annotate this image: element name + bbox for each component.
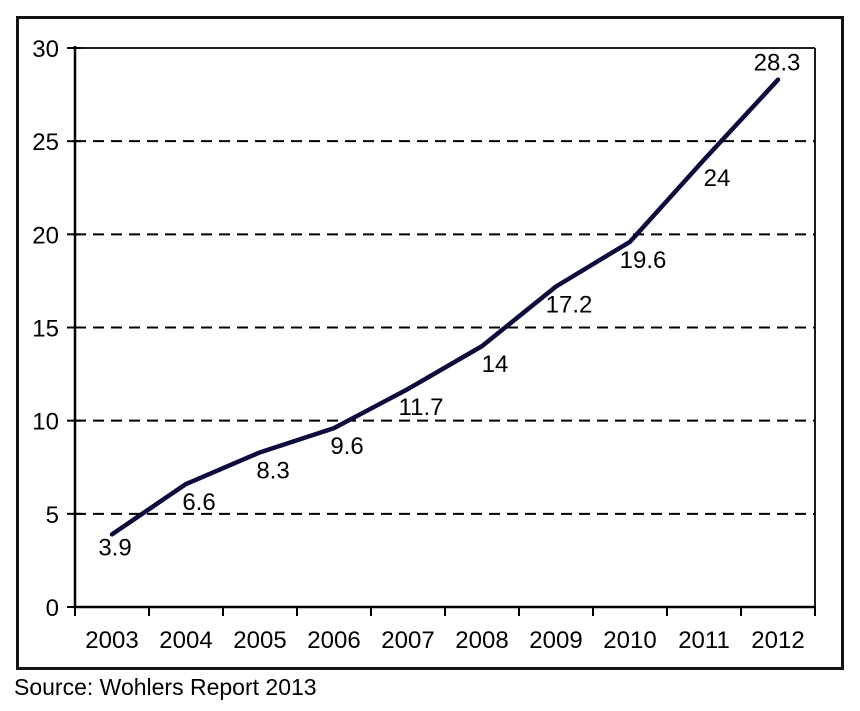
y-tick-label: 15 bbox=[32, 316, 59, 343]
x-tick-label: 2006 bbox=[307, 627, 360, 654]
x-tick-label: 2008 bbox=[455, 627, 508, 654]
x-tick-label: 2003 bbox=[85, 627, 138, 654]
y-tick-label: 5 bbox=[46, 502, 59, 529]
x-tick-label: 2009 bbox=[529, 627, 582, 654]
y-tick-label: 30 bbox=[32, 36, 59, 63]
x-tick-label: 2010 bbox=[603, 627, 656, 654]
data-line bbox=[109, 77, 781, 537]
data-point-label: 17.2 bbox=[546, 292, 593, 319]
figure-border bbox=[16, 16, 844, 670]
x-tick-label: 2011 bbox=[678, 627, 730, 654]
y-tick-label: 20 bbox=[32, 222, 59, 249]
y-tick-label: 25 bbox=[32, 129, 59, 156]
data-point-label: 28.3 bbox=[754, 50, 801, 77]
data-point-label: 3.9 bbox=[98, 534, 131, 561]
data-point-label: 19.6 bbox=[620, 247, 667, 274]
data-point-label: 11.7 bbox=[399, 394, 444, 421]
x-tick-label: 2012 bbox=[751, 627, 804, 654]
data-point-label: 8.3 bbox=[256, 457, 289, 484]
x-tick-label: 2005 bbox=[233, 627, 286, 654]
data-point-label: 9.6 bbox=[330, 433, 363, 460]
x-tick-label: 2004 bbox=[159, 627, 212, 654]
data-point-label: 14 bbox=[482, 351, 509, 378]
data-point-label: 6.6 bbox=[182, 489, 215, 516]
source-note: Source: Wohlers Report 2013 bbox=[14, 674, 317, 700]
y-tick-label: 10 bbox=[32, 409, 59, 436]
x-tick-label: 2007 bbox=[381, 627, 434, 654]
y-tick-label: 0 bbox=[46, 595, 59, 622]
data-point-label: 24 bbox=[704, 165, 731, 192]
